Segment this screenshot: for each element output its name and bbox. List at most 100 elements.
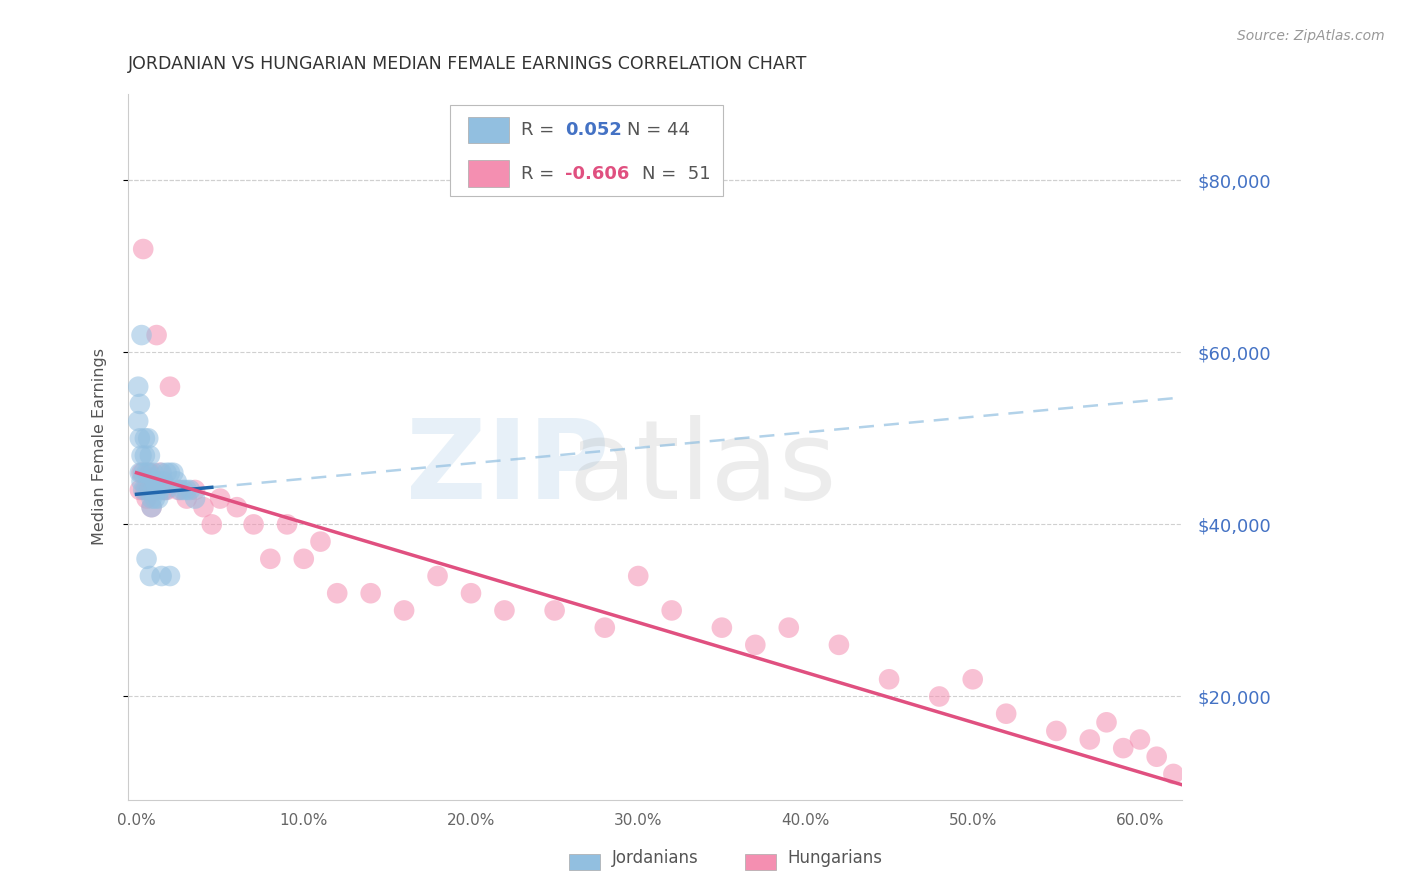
Point <box>134 449 156 463</box>
Point <box>169 483 191 497</box>
Point <box>145 328 167 343</box>
Point <box>132 242 155 256</box>
Point <box>193 500 215 515</box>
Text: R =: R = <box>522 121 560 139</box>
Point <box>128 431 150 445</box>
Point <box>928 690 950 704</box>
Point <box>149 466 172 480</box>
Point <box>1129 732 1152 747</box>
Point <box>142 483 165 497</box>
Point <box>127 380 149 394</box>
Point <box>139 569 162 583</box>
Point <box>184 483 207 497</box>
Point <box>1146 749 1168 764</box>
FancyBboxPatch shape <box>468 161 509 187</box>
Point <box>149 483 172 497</box>
Point <box>460 586 482 600</box>
Text: 0.052: 0.052 <box>565 121 623 139</box>
Point <box>962 673 984 687</box>
Text: Source: ZipAtlas.com: Source: ZipAtlas.com <box>1237 29 1385 43</box>
Point <box>494 603 516 617</box>
Point <box>136 483 159 497</box>
FancyBboxPatch shape <box>468 117 509 144</box>
Point <box>710 621 733 635</box>
Point <box>143 475 166 489</box>
FancyBboxPatch shape <box>450 104 724 196</box>
Point <box>309 534 332 549</box>
Point <box>276 517 298 532</box>
Point <box>360 586 382 600</box>
Point <box>292 551 315 566</box>
Point <box>142 466 165 480</box>
Point <box>131 328 153 343</box>
Point <box>145 475 167 489</box>
Point <box>132 466 155 480</box>
Point <box>135 483 157 497</box>
Point <box>135 551 157 566</box>
Point <box>1078 732 1101 747</box>
Point <box>156 466 179 480</box>
Point <box>142 483 165 497</box>
Point <box>156 483 179 497</box>
Point <box>150 466 173 480</box>
Point <box>778 621 800 635</box>
Point <box>134 431 156 445</box>
Point <box>1095 715 1118 730</box>
Point <box>136 431 159 445</box>
Point <box>543 603 565 617</box>
Point <box>179 483 201 497</box>
Text: N =  51: N = 51 <box>643 164 711 183</box>
Point <box>995 706 1018 721</box>
Point <box>150 569 173 583</box>
Point <box>172 483 194 497</box>
Point <box>159 569 181 583</box>
Point <box>426 569 449 583</box>
Point <box>176 491 198 506</box>
Point <box>242 517 264 532</box>
Point <box>136 466 159 480</box>
Point <box>159 380 181 394</box>
Point <box>877 673 900 687</box>
Point <box>1112 741 1135 756</box>
Text: ZIP: ZIP <box>406 415 609 522</box>
Point <box>152 475 174 489</box>
Point <box>661 603 683 617</box>
Point <box>1045 723 1067 738</box>
Point <box>128 483 150 497</box>
Point <box>201 517 224 532</box>
Point <box>132 483 155 497</box>
Point <box>166 475 188 489</box>
Point <box>1163 767 1185 781</box>
Point <box>141 491 163 506</box>
Text: N = 44: N = 44 <box>627 121 689 139</box>
Point <box>159 466 181 480</box>
Point <box>184 491 207 506</box>
Point <box>326 586 349 600</box>
Point <box>153 483 176 497</box>
Point <box>134 483 156 497</box>
Y-axis label: Median Female Earnings: Median Female Earnings <box>93 349 107 545</box>
Point <box>128 397 150 411</box>
Point <box>259 551 281 566</box>
Point <box>135 466 157 480</box>
Text: Hungarians: Hungarians <box>787 849 883 867</box>
Point <box>143 491 166 506</box>
Text: atlas: atlas <box>568 415 837 522</box>
Point <box>828 638 851 652</box>
Point <box>127 414 149 428</box>
Text: -0.606: -0.606 <box>565 164 630 183</box>
Point <box>141 500 163 515</box>
Text: Jordanians: Jordanians <box>612 849 699 867</box>
Point <box>139 466 162 480</box>
Point <box>139 449 162 463</box>
Point <box>162 466 184 480</box>
Point <box>148 491 170 506</box>
Point <box>135 491 157 506</box>
Point <box>744 638 766 652</box>
Point <box>225 500 247 515</box>
Point <box>176 483 198 497</box>
Point <box>627 569 650 583</box>
Point <box>131 449 153 463</box>
Point <box>593 621 616 635</box>
Text: JORDANIAN VS HUNGARIAN MEDIAN FEMALE EARNINGS CORRELATION CHART: JORDANIAN VS HUNGARIAN MEDIAN FEMALE EAR… <box>128 55 807 73</box>
